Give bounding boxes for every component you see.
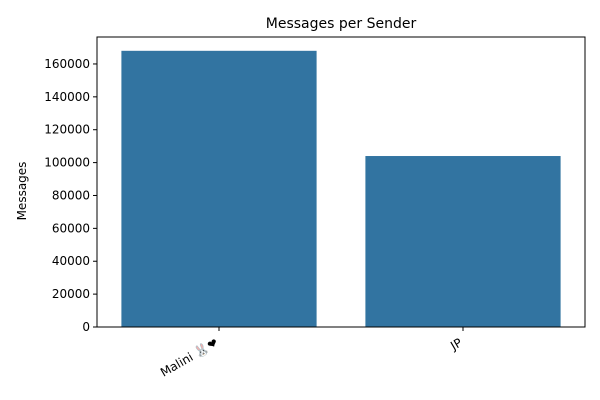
x-tick-label: Malini 🐰❤	[158, 335, 221, 379]
y-tick-label: 20000	[52, 287, 90, 301]
y-tick-label: 120000	[44, 123, 90, 137]
y-tick-label: 40000	[52, 254, 90, 268]
y-axis-label: Messages	[15, 162, 29, 221]
y-tick-label: 80000	[52, 188, 90, 202]
chart-title: Messages per Sender	[266, 16, 417, 32]
y-tick-label: 160000	[44, 57, 90, 71]
bar	[365, 156, 561, 327]
y-tick-label: 100000	[44, 156, 90, 170]
plot-area: Malini 🐰❤ JP 0 20000 40000 60000 80000 100000 12…	[44, 36, 586, 380]
plot-frame	[96, 36, 586, 328]
x-tick-label: JP	[447, 335, 464, 353]
y-tick-label: 140000	[44, 90, 90, 104]
y-tick-label: 60000	[52, 221, 90, 235]
bar	[121, 50, 317, 328]
y-tick-label: 0	[82, 320, 90, 334]
